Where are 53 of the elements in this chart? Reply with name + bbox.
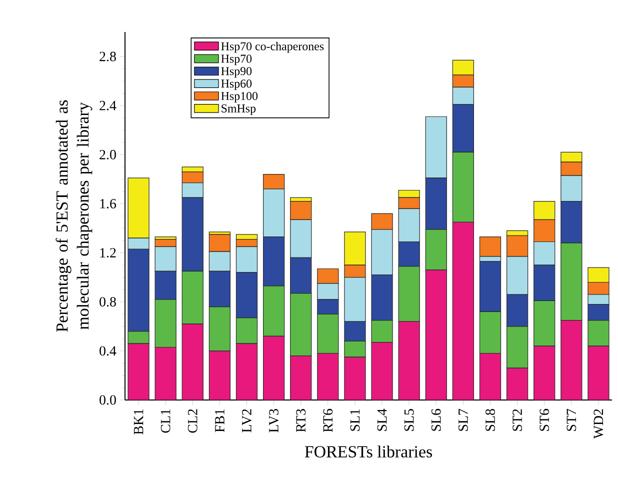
x-tick-label: SL4 bbox=[377, 408, 387, 431]
x-tick-label: LV2 bbox=[242, 409, 252, 432]
bar bbox=[128, 343, 150, 400]
x-tick-label: CL1 bbox=[160, 409, 170, 433]
y-tick-label: 1.6 bbox=[100, 199, 116, 208]
y-axis-title: Percentage of 5'EST annotated as molecular chaperones per library bbox=[56, 100, 92, 332]
x-tick-label: SL8 bbox=[486, 409, 495, 431]
x-tick-label: SL1 bbox=[350, 409, 360, 431]
x-tick-label: ST7 bbox=[566, 408, 576, 431]
y-tick-label: 0.8 bbox=[100, 297, 116, 307]
y-tick-label: 2.8 bbox=[100, 52, 116, 62]
bar bbox=[154, 346, 176, 400]
x-tick-label: BK1 bbox=[134, 409, 144, 434]
y-tick-label: 0.0 bbox=[100, 395, 116, 405]
x-tick-label: ST6 bbox=[540, 408, 550, 431]
legend-label: Hsp90 bbox=[221, 67, 252, 78]
legend-label: Hsp70 bbox=[221, 54, 252, 66]
legend-label: Hsp70 co-chaperones bbox=[221, 42, 324, 53]
bar bbox=[506, 368, 528, 400]
x-tick-label: SL7 bbox=[458, 408, 468, 431]
y-tick-label: 1.2 bbox=[100, 248, 116, 258]
y-tick-label: 0.4 bbox=[100, 346, 116, 356]
legend-label: Hsp100 bbox=[221, 92, 258, 102]
x-tick-label: RT6 bbox=[323, 408, 333, 432]
x-tick-label: RT3 bbox=[296, 409, 306, 432]
x-tick-label: FB1 bbox=[215, 409, 224, 432]
legend-label: Hsp60 bbox=[221, 80, 252, 90]
bar bbox=[425, 270, 447, 400]
bar bbox=[344, 356, 366, 400]
bar bbox=[479, 353, 502, 400]
bar bbox=[588, 346, 610, 400]
x-tick-label: SL6 bbox=[431, 408, 441, 431]
x-tick-label: SL5 bbox=[404, 409, 414, 431]
bar bbox=[560, 320, 582, 400]
bar bbox=[398, 321, 420, 400]
x-tick-label: LV3 bbox=[269, 409, 279, 432]
bar bbox=[317, 353, 339, 400]
y-tick-label: 2.0 bbox=[100, 150, 116, 160]
x-tick-label: WD2 bbox=[594, 409, 604, 439]
y-tick-label: 2.4 bbox=[100, 100, 116, 110]
bar bbox=[452, 222, 474, 400]
bar bbox=[371, 342, 393, 400]
bar bbox=[208, 350, 230, 400]
bar bbox=[290, 356, 312, 400]
x-axis-title: FORESTs libraries bbox=[304, 446, 432, 458]
bar bbox=[236, 343, 258, 400]
bar bbox=[534, 346, 556, 400]
legend-label: SmHsp bbox=[222, 104, 256, 115]
x-tick-label: ST2 bbox=[512, 409, 522, 431]
x-tick-label: CL2 bbox=[188, 409, 198, 433]
bar bbox=[479, 236, 502, 257]
bar bbox=[182, 324, 204, 400]
bar bbox=[263, 336, 285, 400]
